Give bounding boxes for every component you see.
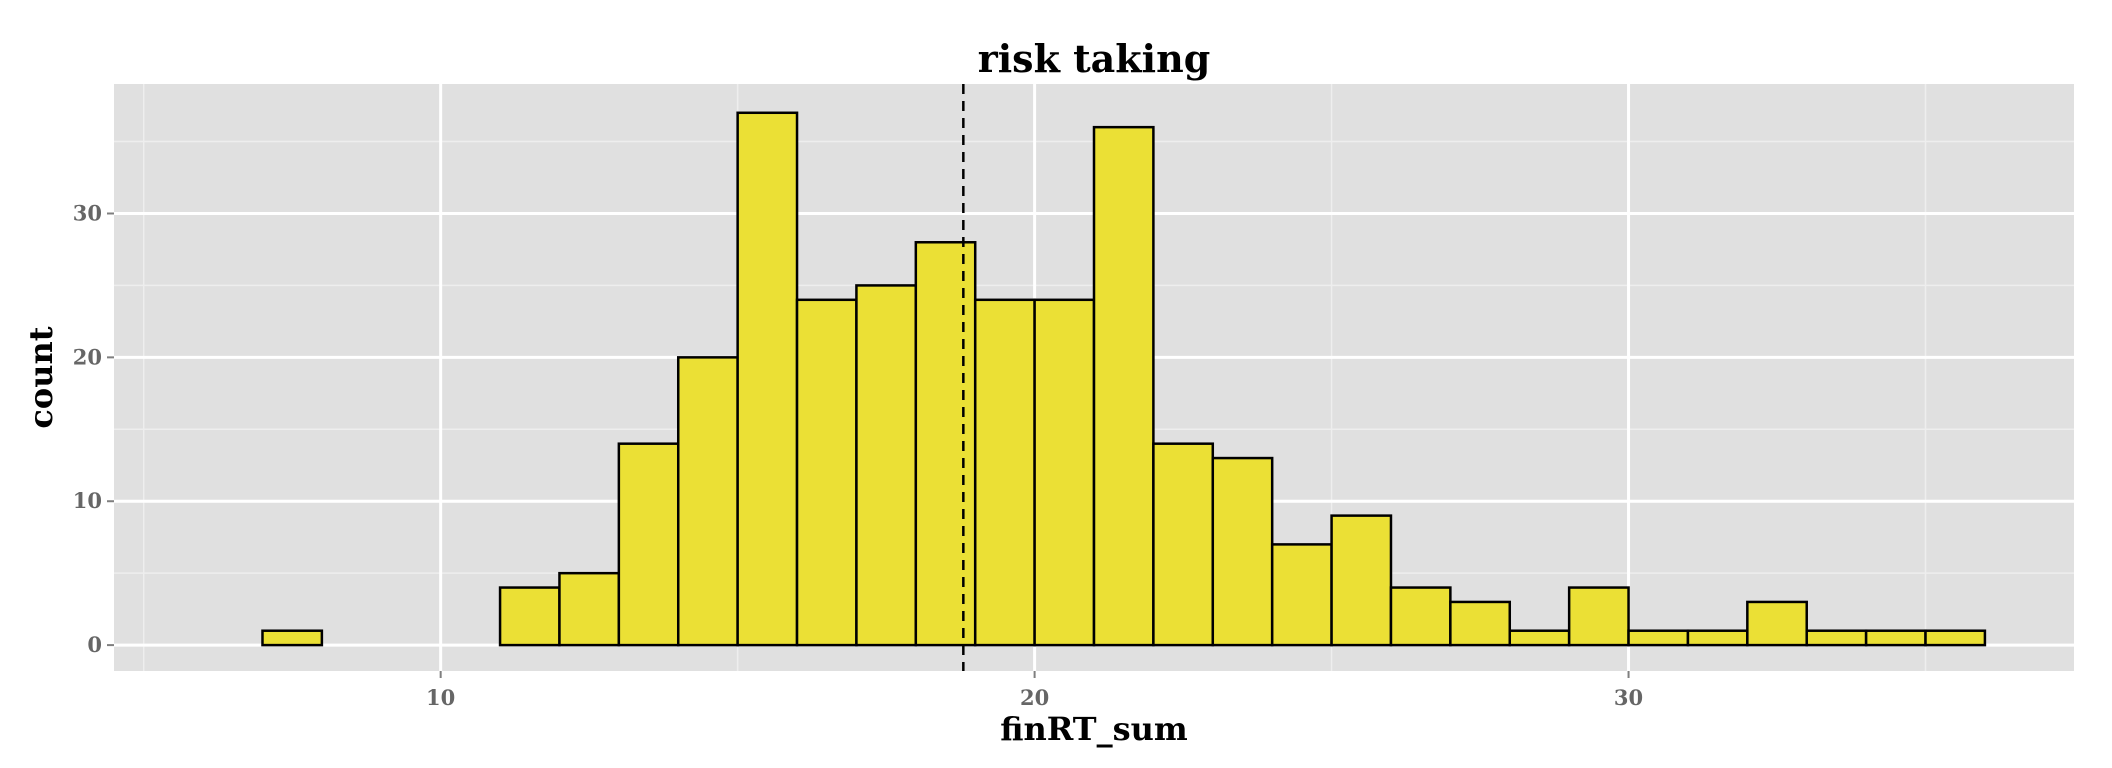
- y-tick-label-0: 0: [87, 632, 102, 657]
- histogram-bar-8: [676, 356, 739, 647]
- histogram-bar-10: [795, 298, 858, 647]
- histogram-bars: [261, 111, 1987, 647]
- histogram-bar-6: [558, 571, 621, 647]
- histogram-bar-19: [1330, 514, 1393, 647]
- histogram-bar-7: [617, 442, 680, 647]
- histogram-bar-15: [1092, 125, 1155, 647]
- x-tick-label-30: 30: [1614, 685, 1643, 710]
- histogram-bar-22: [1508, 629, 1571, 647]
- histogram-bar-28: [1864, 629, 1927, 647]
- histogram-bar-27: [1805, 629, 1868, 647]
- histogram-bar-1: [261, 629, 324, 647]
- histogram-bar-9: [736, 111, 799, 647]
- histogram-bar-21: [1449, 600, 1512, 647]
- y-axis-title: count: [22, 326, 60, 428]
- chart-title: risk taking: [978, 36, 1211, 81]
- histogram-bar-24: [1627, 629, 1690, 647]
- y-tick-label-30: 30: [73, 200, 102, 225]
- x-tick-label-10: 10: [426, 685, 455, 710]
- x-axis-ticks: 10 20 30: [426, 671, 1643, 710]
- histogram-bar-16: [1152, 442, 1215, 647]
- histogram-bar-26: [1746, 600, 1808, 647]
- histogram-bar-18: [1270, 543, 1333, 647]
- histogram-bar-17: [1211, 456, 1274, 647]
- histogram-bar-14: [1033, 298, 1096, 647]
- histogram-bar-13: [973, 298, 1036, 647]
- x-axis-title: finRT_sum: [1000, 710, 1188, 748]
- histogram-bar-23: [1567, 586, 1630, 647]
- y-tick-label-20: 20: [73, 344, 102, 369]
- histogram-bar-20: [1389, 586, 1452, 647]
- histogram-bar-11: [855, 284, 918, 647]
- y-tick-label-10: 10: [73, 488, 102, 513]
- histogram-bar-25: [1686, 629, 1749, 647]
- histogram-bar-5: [498, 586, 561, 647]
- y-axis-ticks: 0 10 20 30: [73, 200, 114, 657]
- histogram-bar-29: [1924, 629, 1987, 647]
- x-tick-label-20: 20: [1020, 685, 1049, 710]
- histogram-bar-12: [914, 241, 977, 647]
